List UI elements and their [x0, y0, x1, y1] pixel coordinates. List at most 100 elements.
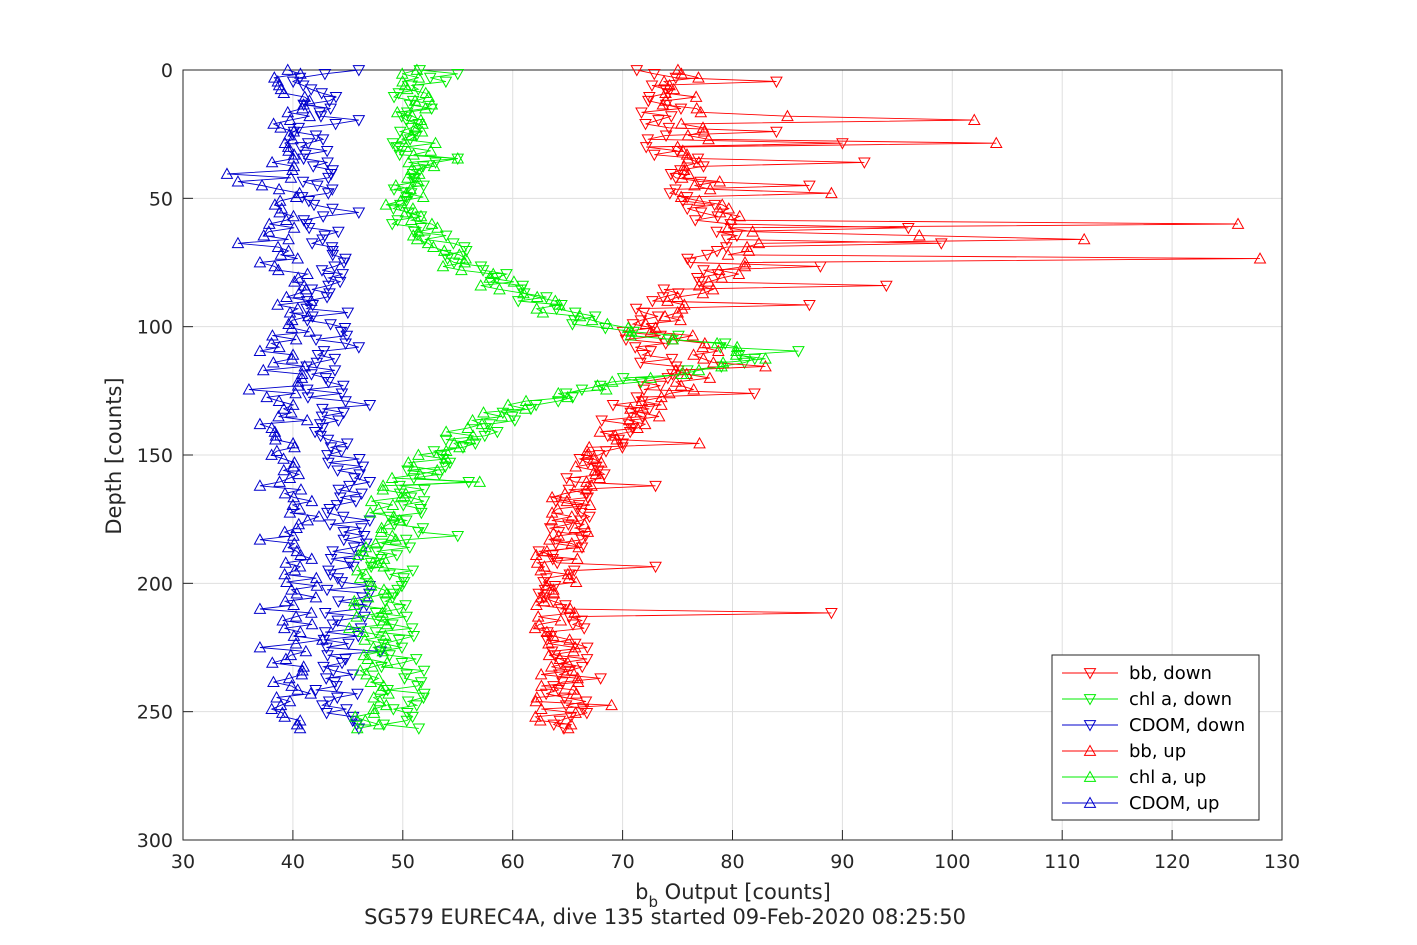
x-axis-label: bb Output [counts]	[635, 880, 831, 911]
data-point	[281, 540, 295, 553]
data-point	[366, 556, 380, 568]
data-point	[291, 302, 305, 314]
data-point	[537, 592, 551, 604]
data-point	[630, 392, 644, 404]
data-point	[336, 269, 350, 281]
data-point	[934, 238, 948, 250]
data-point	[681, 152, 695, 164]
data-point	[551, 502, 564, 514]
data-point	[453, 440, 466, 453]
data-point	[567, 565, 581, 578]
data-point	[284, 406, 298, 418]
data-point	[286, 436, 300, 449]
data-point	[664, 169, 678, 181]
data-point	[675, 367, 688, 380]
data-point	[377, 552, 391, 564]
data-point	[337, 257, 351, 270]
data-point	[405, 623, 419, 635]
data-point	[644, 371, 657, 383]
data-point	[364, 575, 378, 587]
data-point	[297, 98, 310, 110]
data-point	[517, 286, 530, 299]
data-point	[387, 588, 400, 601]
data-point	[562, 571, 576, 584]
data-point	[307, 199, 321, 212]
data-point	[696, 340, 709, 353]
data-point	[629, 303, 643, 316]
data-point	[645, 80, 659, 92]
data-point	[285, 321, 299, 333]
data-point	[299, 282, 313, 295]
data-point	[697, 265, 710, 277]
data-point	[332, 415, 345, 427]
data-point	[571, 552, 584, 564]
data-point	[546, 554, 560, 566]
x-tick-label: 120	[1154, 851, 1190, 873]
data-point	[836, 138, 849, 150]
data-point	[416, 117, 429, 129]
data-point	[318, 68, 332, 81]
data-point	[296, 664, 309, 676]
data-point	[414, 211, 428, 223]
data-point	[748, 388, 761, 400]
data-point	[901, 222, 915, 235]
data-point	[721, 248, 735, 260]
data-point	[406, 202, 420, 214]
data-point	[417, 692, 430, 705]
data-point	[1231, 217, 1245, 229]
data-point	[292, 122, 306, 135]
data-point	[286, 348, 300, 360]
data-point	[395, 67, 409, 79]
data-point	[692, 71, 705, 83]
data-point	[326, 546, 340, 558]
data-point	[285, 583, 298, 595]
data-point	[537, 594, 551, 607]
data-point	[363, 400, 377, 412]
data-point	[452, 248, 466, 260]
data-point	[594, 456, 608, 468]
data-point	[290, 587, 304, 599]
data-point	[283, 506, 297, 518]
data-point	[508, 415, 522, 427]
data-point	[626, 319, 640, 331]
data-point	[658, 309, 672, 322]
data-point	[338, 323, 352, 335]
data-point	[475, 417, 489, 430]
data-point	[532, 588, 546, 601]
data-point	[297, 215, 311, 227]
data-point	[781, 109, 794, 122]
data-point	[530, 302, 544, 314]
data-point	[575, 534, 589, 547]
data-point	[393, 126, 407, 139]
data-point	[565, 664, 579, 676]
data-point	[742, 244, 756, 256]
data-point	[316, 633, 329, 645]
data-point	[262, 225, 276, 237]
data-point	[334, 326, 348, 339]
data-point	[253, 602, 267, 614]
data-point	[367, 691, 381, 703]
data-point	[675, 302, 689, 314]
data-point	[320, 642, 333, 655]
y-axis-label: Depth [counts]	[102, 377, 126, 534]
data-point	[389, 178, 403, 191]
data-point	[680, 203, 694, 216]
data-point	[408, 121, 422, 133]
data-point	[331, 573, 345, 585]
data-point	[333, 276, 347, 289]
data-point	[568, 307, 582, 320]
data-point	[606, 400, 620, 412]
data-point	[286, 398, 300, 410]
data-point	[289, 637, 303, 649]
data-point	[353, 571, 367, 584]
data-point	[663, 386, 676, 399]
data-point	[337, 527, 351, 539]
data-point	[408, 94, 422, 106]
data-point	[400, 82, 414, 95]
data-point	[565, 510, 579, 522]
data-point	[337, 407, 350, 420]
x-tick-label: 70	[611, 851, 635, 873]
data-point	[694, 207, 708, 219]
data-point	[560, 494, 574, 507]
